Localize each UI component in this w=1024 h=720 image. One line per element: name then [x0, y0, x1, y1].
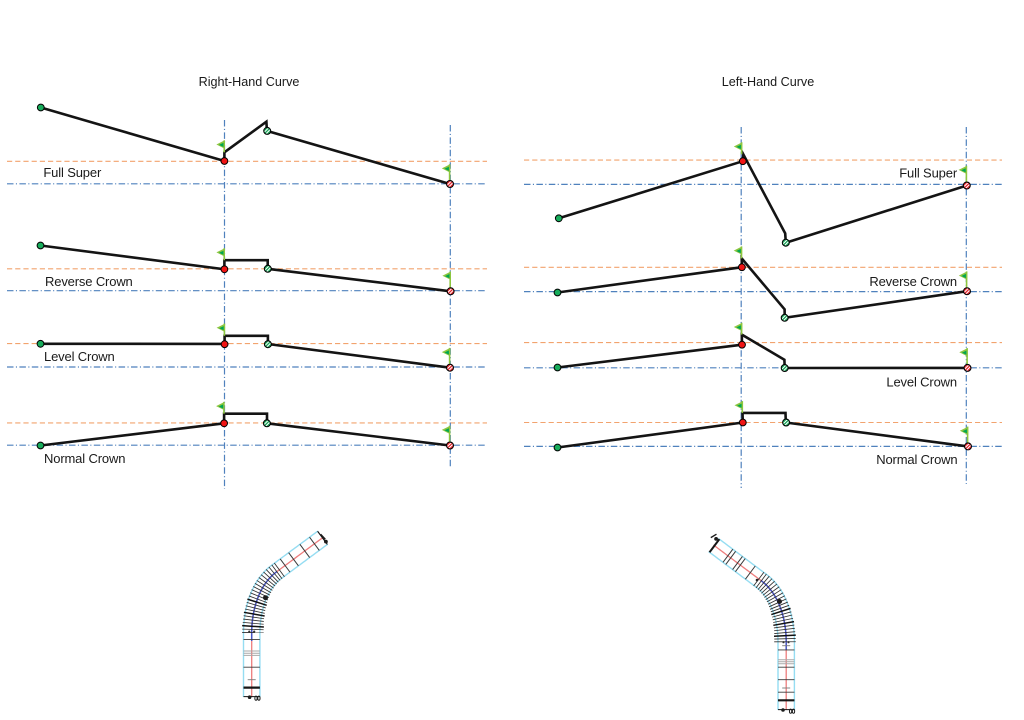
svg-text:Full Super: Full Super	[43, 165, 102, 180]
svg-text:Right-Hand Curve: Right-Hand Curve	[199, 75, 300, 89]
svg-text:Reverse Crown: Reverse Crown	[869, 274, 957, 289]
svg-text:Reverse Crown: Reverse Crown	[45, 274, 133, 289]
svg-text:Full Super: Full Super	[899, 166, 958, 181]
svg-text:Normal Crown: Normal Crown	[44, 451, 125, 466]
svg-text:Normal Crown: Normal Crown	[876, 452, 957, 467]
svg-text:Level Crown: Level Crown	[886, 375, 957, 390]
svg-text:Left-Hand Curve: Left-Hand Curve	[722, 75, 814, 89]
svg-text:Level Crown: Level Crown	[44, 349, 115, 364]
